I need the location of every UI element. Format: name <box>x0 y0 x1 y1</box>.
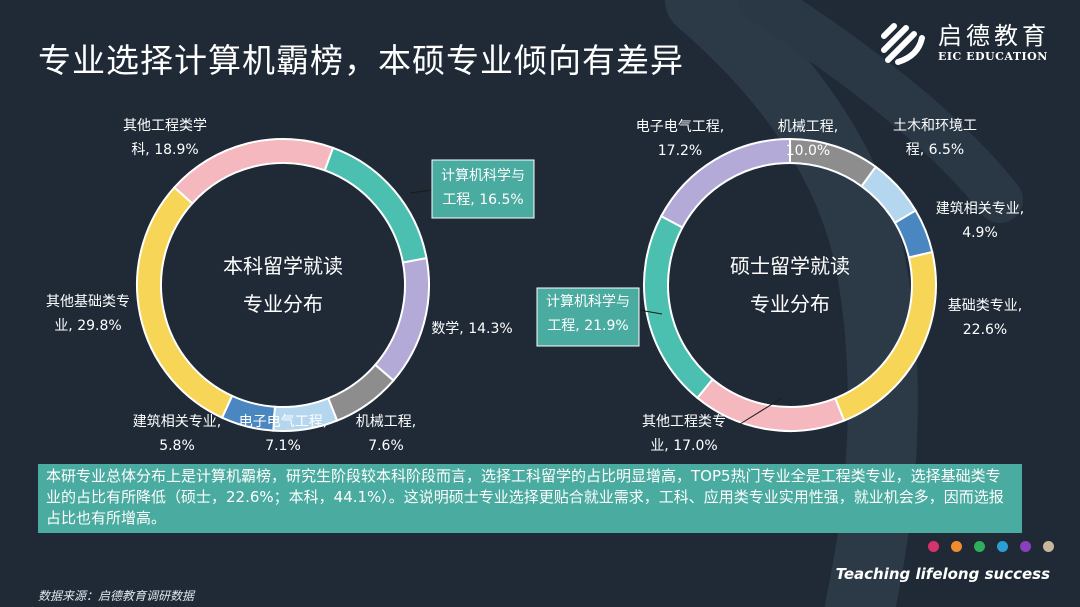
chart-1-slice-label-3: 22.6% <box>963 322 1007 338</box>
brand-dot-3 <box>997 541 1008 552</box>
chart-0-slice-2 <box>326 363 395 422</box>
brand-dot-4 <box>1020 541 1031 552</box>
chart-0-slice-0 <box>323 146 428 264</box>
chart-1-center-title: 硕士留学就读 <box>730 254 850 278</box>
chart-1-slice-label-2: 4.9% <box>962 225 998 241</box>
chart-0-center-subtitle: 专业分布 <box>243 292 323 316</box>
tagline: Teaching lifelong success <box>835 565 1050 583</box>
logo-english-name: EIC EDUCATION <box>938 49 1048 63</box>
chart-0-slice-1 <box>373 256 430 382</box>
chart-0-slice-label-2: 机械工程, <box>356 414 416 430</box>
chart-0-slice-label-3: 7.1% <box>265 438 301 454</box>
chart-0-slice-label-6: 科, 18.9% <box>131 142 198 158</box>
chart-0-center-title: 本科留学就读 <box>223 254 343 278</box>
data-source: 数据来源：启德教育调研数据 <box>38 589 195 603</box>
chart-1-slice-3 <box>833 250 937 422</box>
chart-0-slice-label-6: 其他工程类学 <box>123 118 207 134</box>
brand-dot-1 <box>951 541 962 552</box>
chart-0-slice-label-5: 其他基础类专 <box>46 293 130 310</box>
chart-0-slice-5 <box>136 185 234 419</box>
chart-0-slice-label-4: 5.8% <box>159 438 195 454</box>
chart-1-leader-line-5 <box>638 309 663 315</box>
chart-1-center-subtitle: 专业分布 <box>750 292 830 316</box>
chart-0-slice-label-0: 计算机科学与 <box>441 168 525 184</box>
chart-0-slice-6 <box>173 138 335 205</box>
chart-1-slice-label-2: 建筑相关专业, <box>936 201 1024 217</box>
brand-dot-5 <box>1043 541 1054 552</box>
logo-mark-icon <box>881 23 925 65</box>
chart-1-slice-label-0: 机械工程, <box>778 119 838 135</box>
chart-1-slice-5 <box>643 214 715 400</box>
chart-0-slice-label-5: 业, 29.8% <box>54 318 121 334</box>
summary-note: 本研专业总体分布上是计算机霸榜，研究生阶段较本科阶段而言，选择工科留学的占比明显… <box>38 464 1022 533</box>
chart-1-slice-label-6: 电子电气工程, <box>636 119 724 135</box>
chart-1-slice-label-1: 程, 6.5% <box>906 142 964 158</box>
chart-1-slice-label-0: 10.0% <box>786 143 830 159</box>
chart-1-slice-label-5: 工程, 21.9% <box>547 318 628 334</box>
brand-logo: 启德教育 EIC EDUCATION <box>878 16 1050 68</box>
chart-1-slice-6 <box>659 137 791 229</box>
chart-1-slice-label-4: 业, 17.0% <box>650 438 717 454</box>
brand-dot-0 <box>928 541 939 552</box>
chart-0-slice-label-1: 数学, 14.3% <box>431 321 512 337</box>
chart-0-label-box-0 <box>431 159 535 219</box>
chart-1-slice-label-3: 基础类专业, <box>948 297 1022 314</box>
chart-0-slice-label-0: 工程, 16.5% <box>442 192 523 208</box>
chart-1-leader-line-4 <box>739 397 783 425</box>
chart-1-slice-label-1: 土木和环境工 <box>893 118 977 134</box>
chart-0-slice-label-4: 建筑相关专业, <box>133 414 221 430</box>
chart-1-slice-label-4: 其他工程类专 <box>642 414 726 430</box>
chart-0-slice-label-2: 7.6% <box>368 438 404 454</box>
chart-1-slice-label-6: 17.2% <box>658 143 702 159</box>
chart-1-label-box-5 <box>536 287 640 347</box>
chart-1-slice-label-5: 计算机科学与 <box>546 294 630 310</box>
logo-name: 启德教育 <box>938 21 1050 50</box>
brand-dots <box>928 541 1066 552</box>
chart-0-leader-line-0 <box>409 189 433 194</box>
brand-dot-2 <box>974 541 985 552</box>
chart-0-slice-label-3: 电子电气工程, <box>239 414 327 430</box>
page-title: 专业选择计算机霸榜，本硕专业倾向有差异 <box>38 41 684 80</box>
